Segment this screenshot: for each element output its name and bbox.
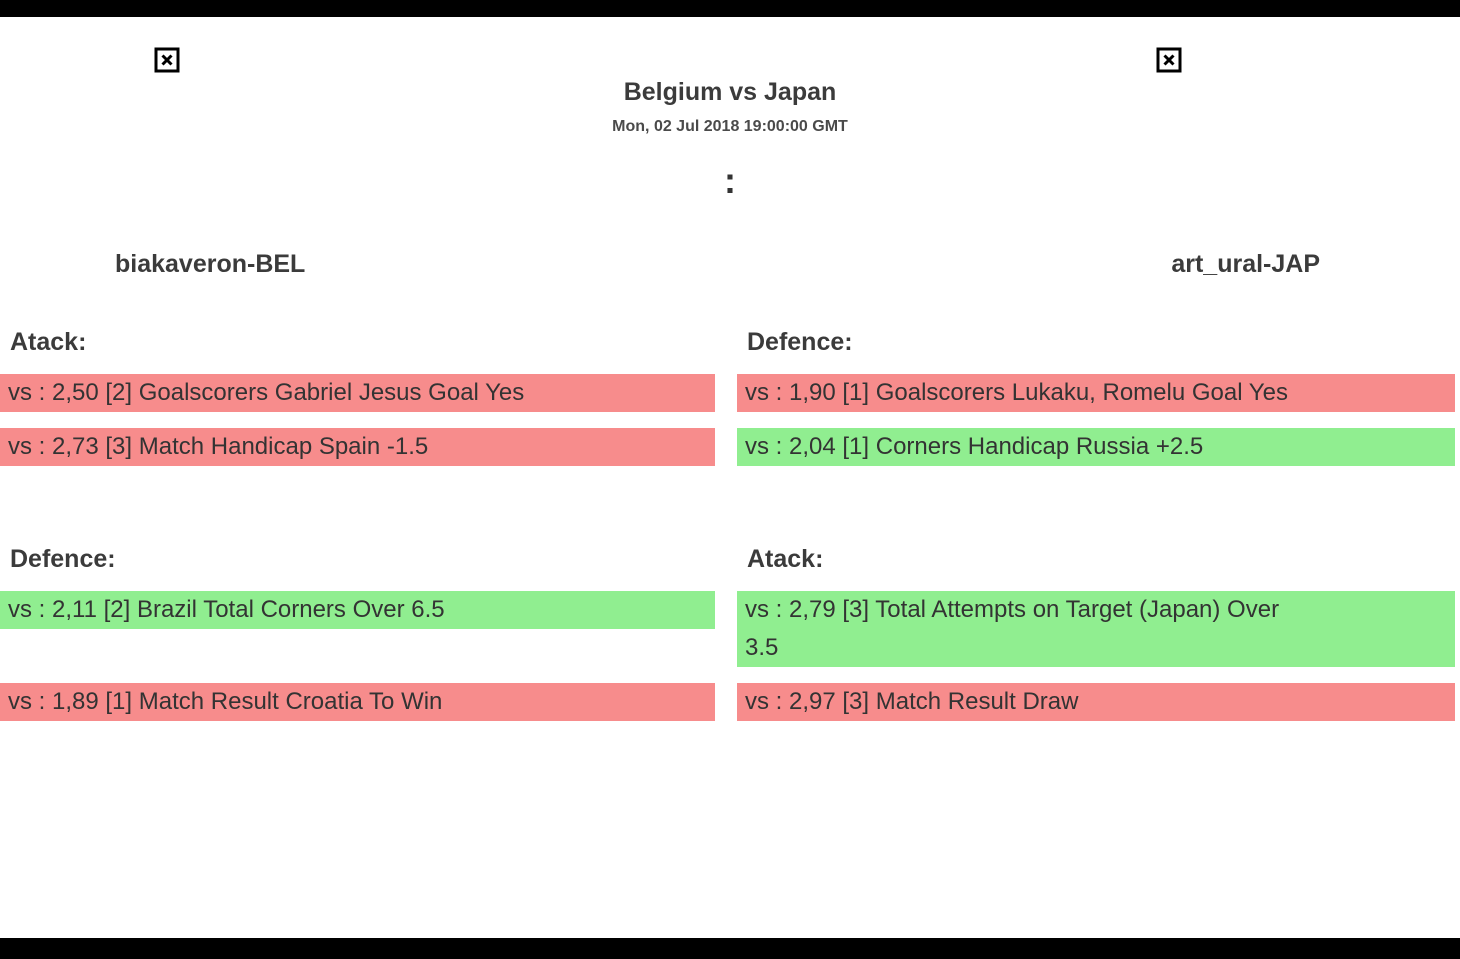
bet-row: vs : 2,11 [2] Brazil Total Corners Over … [0,591,715,629]
section-heading-left-1: Atack: [10,328,87,356]
section-heading-left-2: Defence: [10,545,116,573]
bet-row: vs : 1,89 [1] Match Result Croatia To Wi… [0,683,715,721]
broken-image-icon [154,47,180,73]
players-row: biakaveron-BEL art_ural-JAP [115,250,1320,279]
bets-grid: Atack: Defence: vs : 2,50 [2] Goalscorer… [0,326,1455,721]
match-datetime: Mon, 02 Jul 2018 19:00:00 GMT [612,118,848,135]
match-title: Belgium vs Japan [623,78,837,106]
top-bar [0,0,1460,17]
bet-row: vs : 2,79 [3] Total Attempts on Target (… [737,591,1455,667]
bet-row: vs : 1,90 [1] Goalscorers Lukaku, Romelu… [737,374,1455,412]
broken-image-icon [1156,47,1182,73]
section-heading-right-2: Atack: [747,545,824,573]
bet-row: vs : 2,97 [3] Match Result Draw [737,683,1455,721]
section-spacer [0,482,1455,527]
bet-row: vs : 2,50 [2] Goalscorers Gabriel Jesus … [0,374,715,412]
bet-row: vs : 2,04 [1] Corners Handicap Russia +2… [737,428,1455,466]
player-right-name: art_ural-JAP [1171,250,1320,278]
player-left-name: biakaveron-BEL [115,250,306,278]
bottom-bar [0,938,1460,959]
section-heading-right-1: Defence: [747,328,853,356]
score-separator: : [724,160,736,201]
bet-row: vs : 2,73 [3] Match Handicap Spain -1.5 [0,428,715,466]
